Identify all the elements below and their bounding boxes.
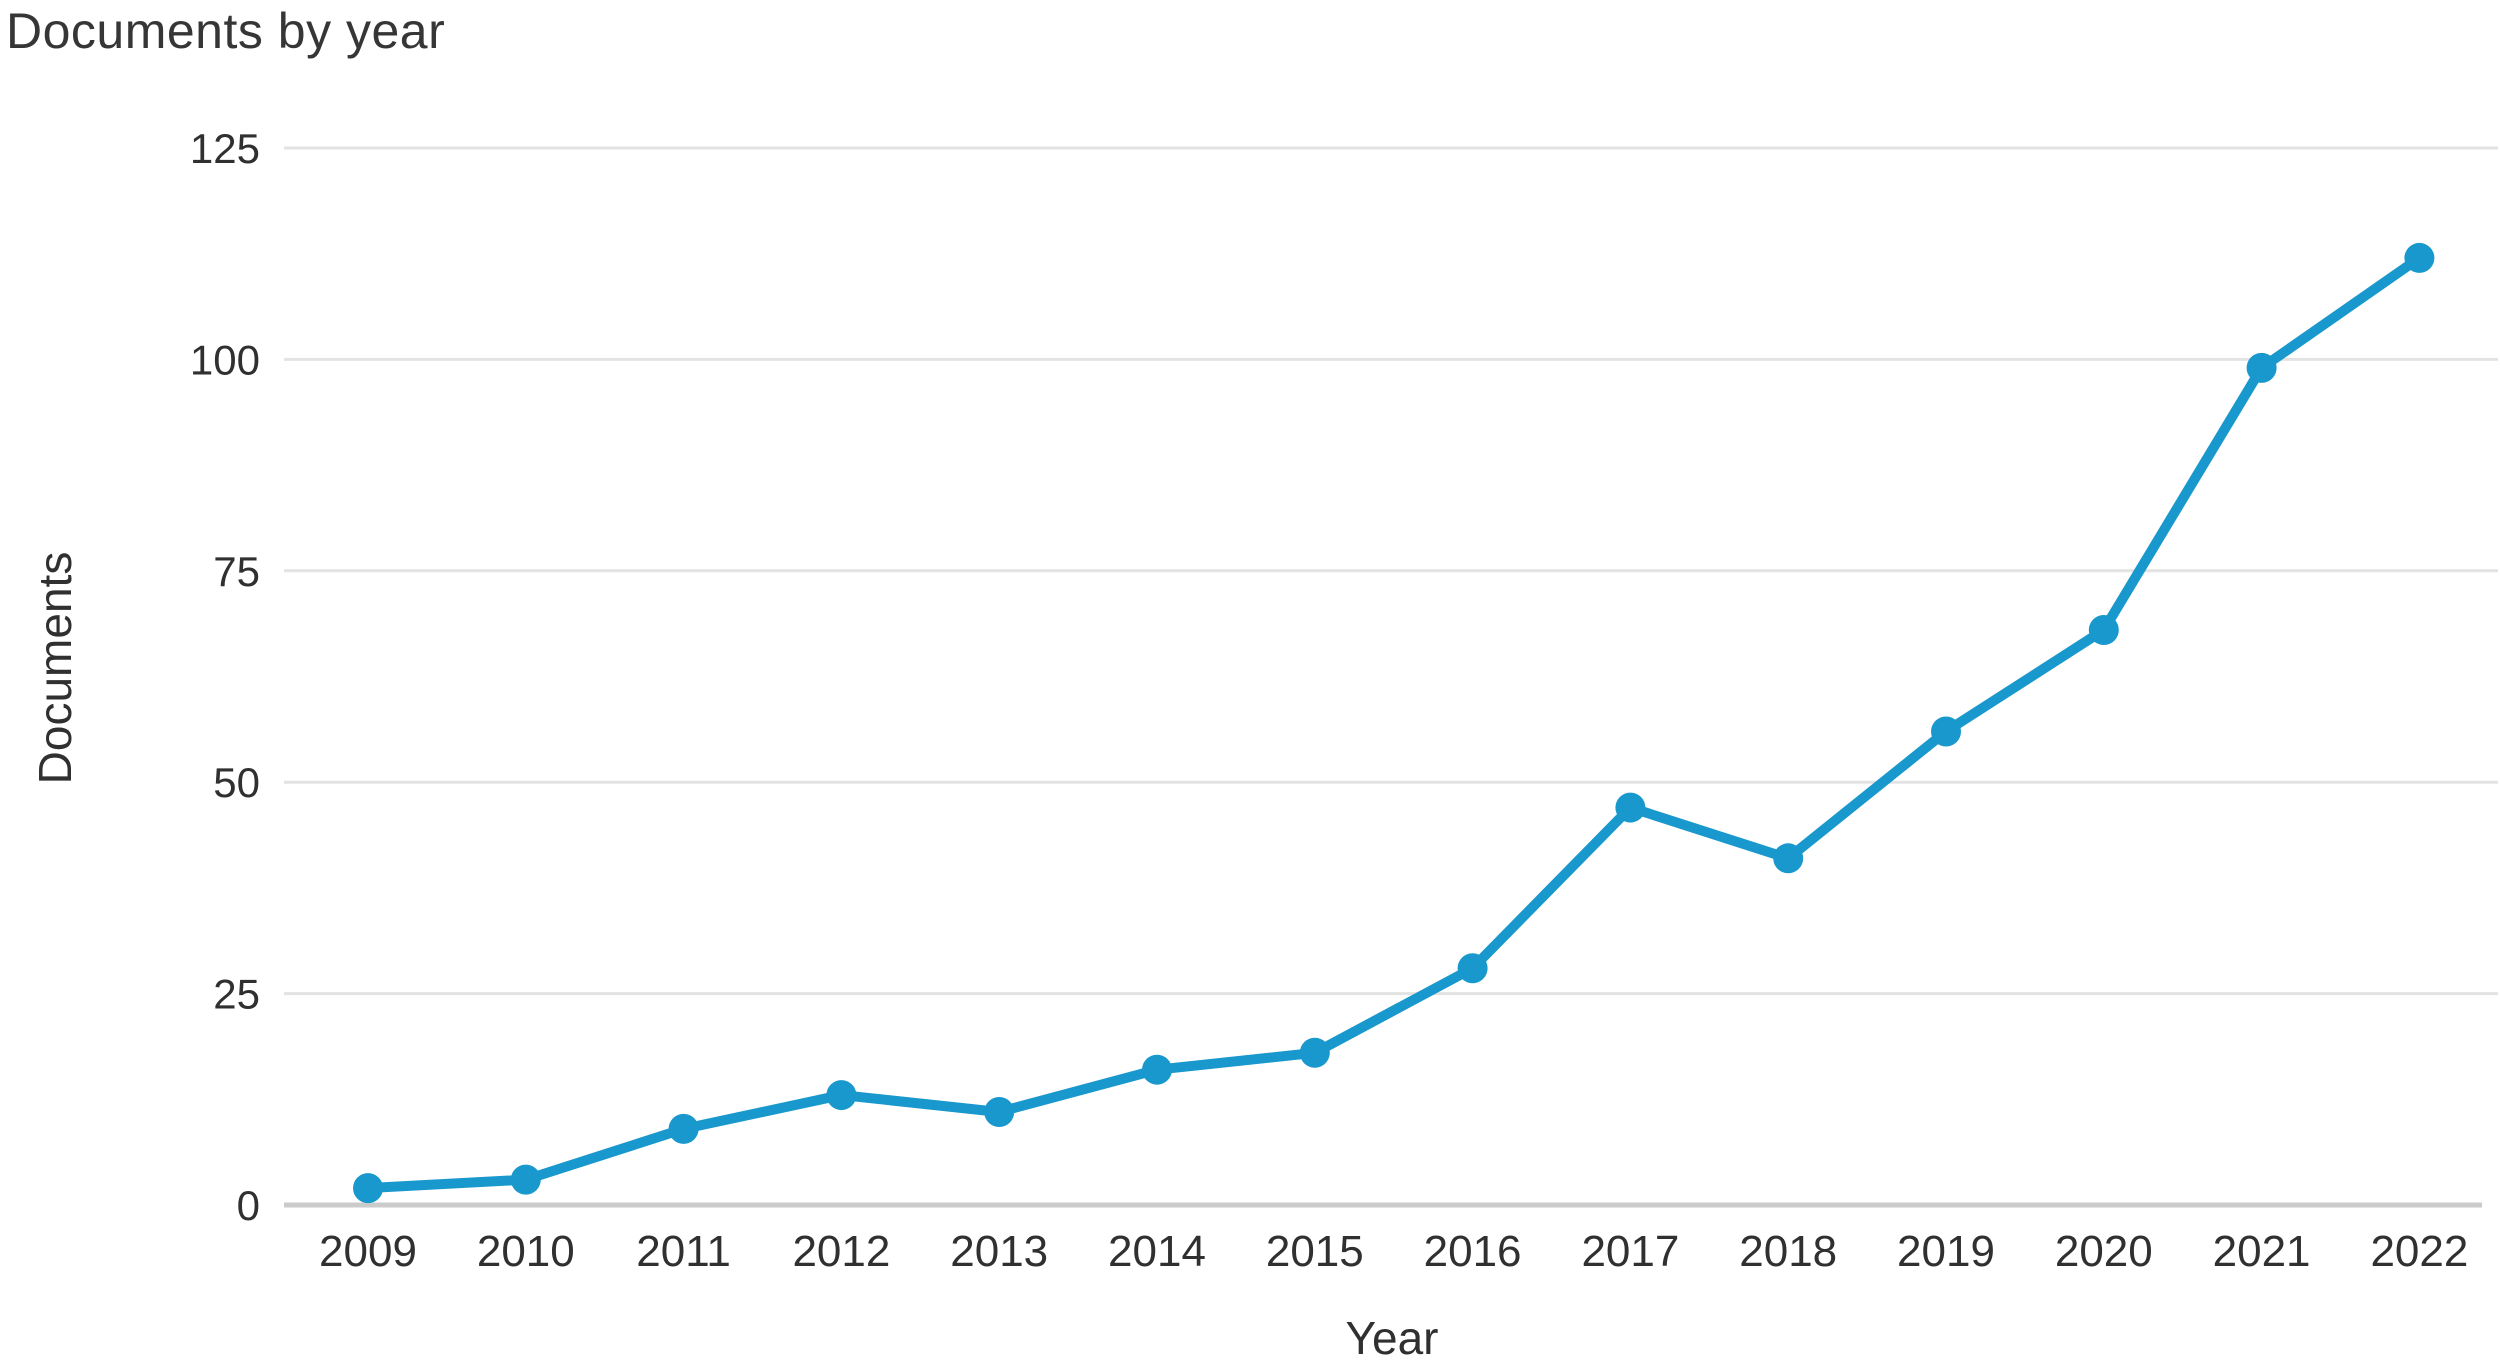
data-point: [1615, 792, 1646, 823]
y-tick-label: 75: [213, 548, 260, 595]
y-tick-label: 125: [190, 125, 260, 172]
x-tick-label: 2021: [2213, 1227, 2311, 1276]
x-tick-label: 2015: [1266, 1227, 1364, 1276]
data-point: [668, 1113, 699, 1144]
x-tick-label: 2012: [792, 1227, 890, 1276]
data-point: [353, 1173, 383, 1204]
x-tick-label: 2013: [950, 1227, 1048, 1276]
x-tick-label: 2016: [1424, 1227, 1522, 1276]
x-tick-label: 2020: [2055, 1227, 2153, 1276]
y-tick-label: 50: [213, 759, 260, 806]
data-point: [510, 1164, 541, 1195]
y-tick-label: 25: [213, 971, 260, 1018]
data-point: [1457, 953, 1488, 984]
x-tick-label: 2014: [1108, 1227, 1206, 1276]
x-tick-label: 2022: [2370, 1227, 2468, 1276]
data-point: [826, 1080, 857, 1111]
data-point: [1773, 843, 1804, 874]
data-point: [1299, 1037, 1330, 1068]
series-line-documents: [363, 252, 2425, 1194]
x-tick-label: 2019: [1897, 1227, 1995, 1276]
chart-title: Documents by year: [6, 3, 446, 59]
data-point: [984, 1096, 1015, 1127]
x-tick-label: 2010: [477, 1227, 575, 1276]
data-point: [2404, 242, 2435, 273]
x-tick-label: 2018: [1739, 1227, 1837, 1276]
data-point: [2246, 352, 2277, 383]
x-tick-label: 2011: [636, 1227, 731, 1276]
x-axis-title: Year: [1345, 1312, 1439, 1364]
x-tick-label: 2017: [1581, 1227, 1679, 1276]
y-tick-label: 0: [237, 1182, 260, 1229]
data-point: [1142, 1054, 1172, 1085]
data-point: [1931, 716, 1961, 747]
y-tick-label: 100: [190, 336, 260, 383]
x-tick-label: 2009: [319, 1227, 417, 1276]
data-point: [2088, 614, 2119, 645]
